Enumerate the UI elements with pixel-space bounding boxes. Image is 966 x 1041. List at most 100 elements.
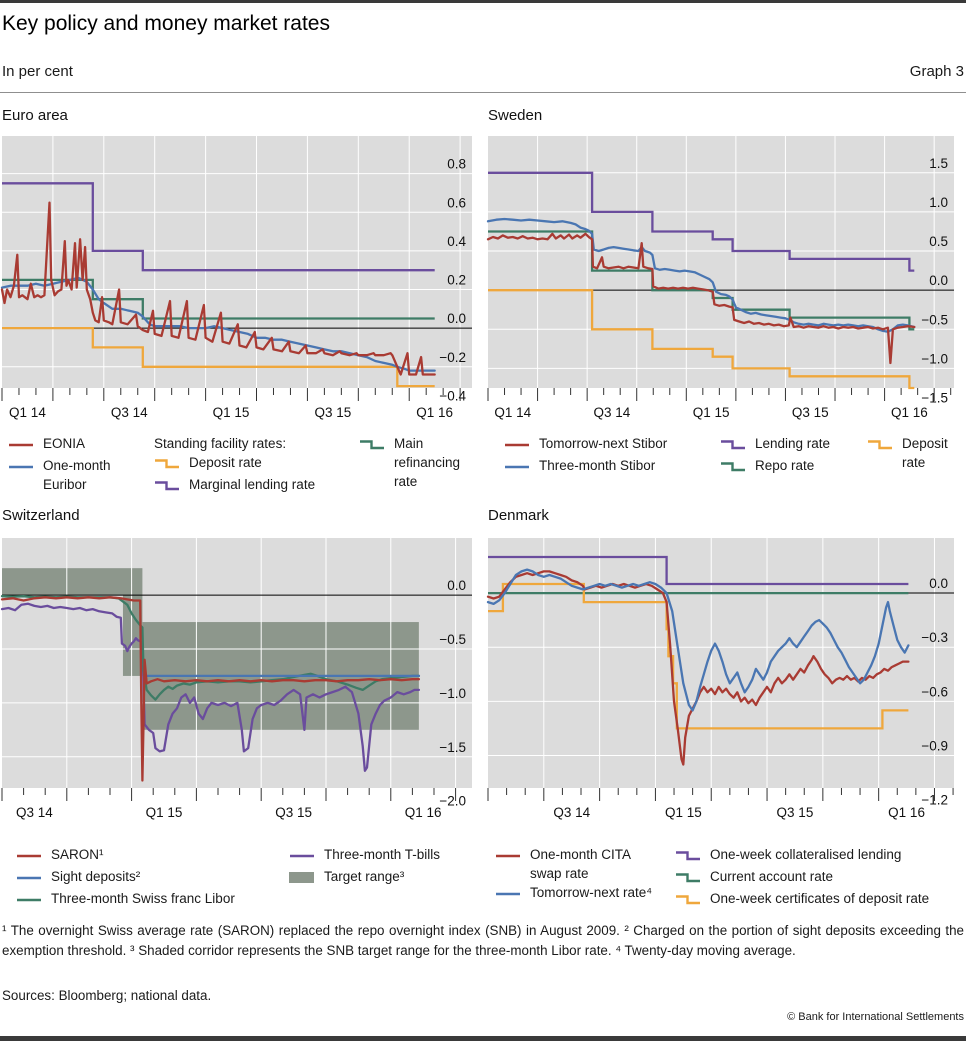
page-title: Key policy and money market rates	[2, 12, 330, 35]
step-swatch-icon	[154, 456, 180, 475]
y-tick-label: 0.5	[929, 234, 948, 249]
legend-denmark: One-month CITA swap rate Tomorrow-next ra…	[488, 845, 954, 915]
y-tick-label: 0.0	[929, 576, 948, 591]
legend-item-three-month-stibor: Three-month Stibor	[504, 456, 704, 478]
line-swatch-icon	[8, 459, 34, 478]
y-tick-label: 0.0	[447, 578, 466, 593]
step-swatch-icon	[867, 437, 893, 456]
x-tick-label: Q1 15	[693, 405, 730, 420]
legend-column: Main refinancing rate	[359, 434, 471, 491]
unit-subtitle: In per cent	[2, 63, 73, 80]
legend-label: Main refinancing rate	[394, 436, 461, 489]
x-axis-ticks: Q3 14 Q1 15 Q3 15 Q1 16	[1, 788, 457, 820]
graph-number-label: Graph 3	[909, 63, 964, 80]
legend-label: SARON¹	[51, 847, 104, 862]
series-one-week-certificates-of-deposit-rate	[488, 582, 909, 730]
header-divider	[0, 92, 966, 93]
legend-column: One-month CITA swap rate Tomorrow-next ra…	[495, 845, 665, 905]
legend-label: Three-month Stibor	[539, 458, 656, 473]
y-axis-labels: 0.0 −0.5 −1.0 −1.5 −2.0	[439, 578, 466, 809]
step-swatch-icon	[720, 459, 746, 478]
legend-column: Deposit rate	[867, 434, 948, 472]
x-tick-label: Q1 15	[213, 405, 250, 420]
legend-label: Three-month Swiss franc Libor	[51, 891, 235, 906]
y-tick-label: 0.6	[447, 195, 466, 210]
y-tick-label: −0.9	[921, 739, 948, 754]
step-swatch-icon	[675, 848, 701, 867]
y-tick-label: −0.5	[921, 312, 948, 327]
line-swatch-icon	[16, 892, 42, 911]
y-tick-label: −2.0	[439, 794, 466, 809]
legend-column: One-week collateralised lending Current a…	[675, 845, 953, 911]
legend-label: EONIA	[43, 436, 86, 451]
legend-item-tomorrow-next-rate: Tomorrow-next rate⁴	[495, 883, 665, 905]
line-swatch-icon	[289, 848, 315, 867]
y-tick-label: −0.6	[921, 684, 948, 699]
legend-column: SARON¹ Sight deposits² Three-month Swiss f…	[16, 845, 276, 911]
legend-item-marginal-lending-rate: Marginal lending rate	[154, 475, 364, 497]
panel-switzerland: 0.0 −0.5 −1.0 −1.5 −2.0 Q3 14 Q1 15 Q3 15 Q1 16	[0, 538, 472, 820]
x-tick-label: Q3 14	[594, 405, 631, 420]
plot-area	[2, 136, 472, 388]
legend-label: One-week collateralised lending	[710, 847, 902, 862]
legend-label: Tomorrow-next rate⁴	[530, 885, 653, 900]
x-tick-label: Q3 15	[275, 805, 312, 820]
legend-item-main: Main refinancing rate	[359, 434, 471, 491]
x-tick-label: Q3 15	[314, 405, 351, 420]
series-repo-rate	[488, 230, 915, 331]
x-tick-label: Q3 15	[792, 405, 829, 420]
x-tick-label: Q1 16	[405, 805, 442, 820]
series-three-month-t-bills	[0, 602, 421, 772]
plot-area	[488, 538, 954, 788]
series-tomorrow-next-stibor	[486, 232, 916, 365]
legend-label: One-month Euribor	[43, 458, 111, 492]
legend-label: Lending rate	[755, 436, 831, 451]
series-eonia	[0, 201, 436, 376]
series-deposit-rate	[488, 289, 915, 390]
legend-item-tomorrow-next-stibor: Tomorrow-next Stibor	[504, 434, 704, 456]
legend-switzerland: SARON¹ Sight deposits² Three-month Swiss f…	[2, 845, 472, 915]
step-swatch-icon	[675, 892, 701, 911]
x-axis-ticks: Q3 14 Q1 15 Q3 15 Q1 16	[487, 788, 954, 820]
legend-label: One-month CITA swap rate	[530, 847, 632, 881]
legend-column: Lending rate Repo rate	[720, 434, 860, 478]
x-axis-ticks: Q1 14 Q3 14 Q1 15 Q3 15 Q1 16	[487, 388, 952, 420]
y-tick-label: 1.0	[929, 195, 948, 210]
plot-area	[488, 136, 954, 388]
x-tick-label: Q3 14	[16, 805, 53, 820]
line-swatch-icon	[504, 459, 530, 478]
panel-title-sweden: Sweden	[488, 107, 543, 124]
y-tick-label: 0.4	[447, 234, 466, 249]
series-tomorrow-next-rate	[486, 568, 910, 712]
step-swatch-icon	[675, 870, 701, 889]
target-range-band	[2, 568, 143, 596]
legend-label: Deposit rate	[189, 455, 262, 470]
legend-label: Marginal lending rate	[189, 477, 316, 492]
series-one-month-cita-swap-rate	[486, 570, 910, 766]
y-tick-label: −1.5	[921, 391, 948, 406]
panel-sweden: 1.51.00.50.0−0.5−1.0−1.5Q1 14 Q3 14 Q1 15 Q…	[486, 136, 954, 420]
bottom-border	[0, 1036, 966, 1041]
series-lending-rate	[488, 171, 915, 272]
y-tick-label: −0.5	[439, 632, 466, 647]
y-tick-label: −0.2	[439, 350, 466, 365]
x-tick-label: Q1 15	[146, 805, 183, 820]
panel-euro-area: 0.80.60.40.20.0−0.2−0.4Q1 14 Q3 14 Q1 15 Q3…	[0, 136, 472, 420]
box-swatch-icon	[289, 870, 315, 889]
panel-title-euro-area: Euro area	[2, 107, 68, 124]
legend-item-sight-deposits: Sight deposits²	[16, 867, 276, 889]
step-swatch-icon	[720, 437, 746, 456]
legend-label: Three-month T-bills	[324, 847, 441, 862]
legend-item-one-week-certificates-of-deposit-rate: One-week certificates of deposit rate	[675, 889, 953, 911]
top-border	[0, 0, 966, 3]
legend-item-lending-rate: Lending rate	[720, 434, 860, 456]
series-one-week-collateralised-lending	[488, 555, 909, 586]
legend-item-repo-rate: Repo rate	[720, 456, 860, 478]
y-tick-label: 1.5	[929, 156, 948, 171]
legend-group-header: Standing facility rates:	[154, 436, 287, 451]
legend-label: Repo rate	[755, 458, 815, 473]
legend-item-three-month-swiss-franc-libor: Three-month Swiss franc Libor	[16, 889, 276, 911]
legend-item-current-account-rate: Current account rate	[675, 867, 953, 889]
y-tick-label: −1.0	[921, 351, 948, 366]
